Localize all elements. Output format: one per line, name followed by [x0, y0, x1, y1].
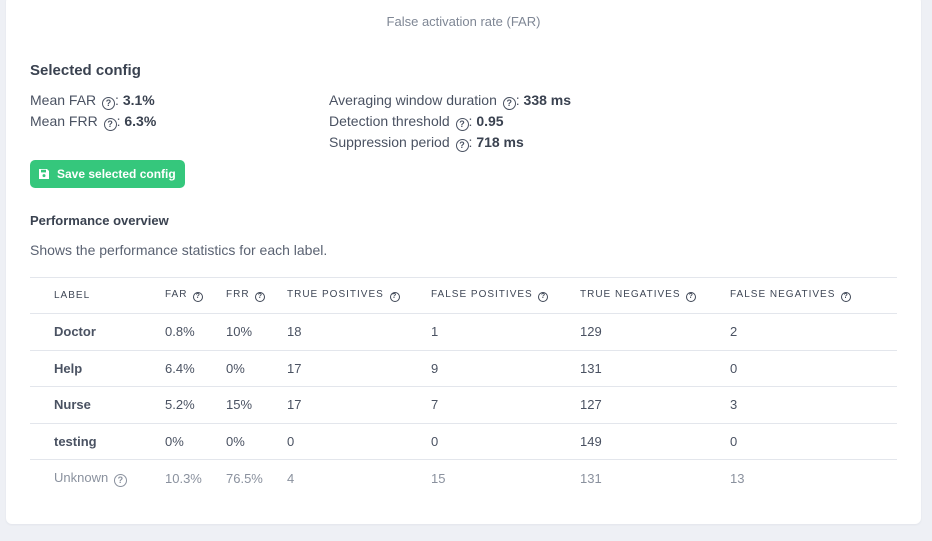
- cell-true-negatives: 131: [580, 350, 730, 387]
- mean-frr-value: 6.3%: [124, 113, 157, 129]
- cell-frr: 76.5%: [226, 470, 263, 486]
- selected-config-title: Selected config: [30, 62, 141, 79]
- help-icon[interactable]: ?: [538, 292, 549, 302]
- help-icon[interactable]: ?: [455, 118, 469, 131]
- cell-true-positives: 17: [287, 386, 431, 424]
- cell-true-positives: 18: [287, 313, 431, 351]
- cell-far: 0.8%: [165, 313, 226, 351]
- column-header-text: FALSE POSITIVES: [431, 289, 533, 300]
- cell-false-positives: 1: [431, 313, 580, 351]
- performance-overview-title: Performance overview: [30, 213, 169, 228]
- detection-threshold-value: 0.95: [476, 113, 504, 129]
- cell-frr: 0%: [226, 350, 287, 387]
- unknown-label-text: Unknown: [54, 469, 109, 485]
- separator: :: [468, 113, 473, 129]
- averaging-window-value: 338 ms: [523, 92, 572, 108]
- column-header-text: LABEL: [54, 290, 91, 301]
- suppression-period-metric: Suppression period ?: 718 ms: [329, 134, 524, 152]
- help-icon[interactable]: ?: [389, 292, 400, 302]
- cell-frr: 10%: [226, 313, 287, 351]
- averaging-window-label: Averaging window duration: [329, 92, 497, 108]
- suppression-period-label: Suppression period: [329, 134, 450, 150]
- column-header-false-positives: FALSE POSITIVES ?: [431, 277, 580, 314]
- chart-x-axis-label: False activation rate (FAR): [386, 14, 541, 29]
- table-row: testing 0% 0% 0 0 149 0: [30, 423, 897, 460]
- separator: :: [515, 92, 520, 108]
- table-row-unknown: Unknown ? 10.3% 76.5% 4 15 131 13: [30, 460, 897, 497]
- performance-overview-description: Shows the performance statistics for eac…: [30, 242, 328, 258]
- cell-false-negatives: 13: [730, 470, 745, 486]
- column-header-text: TRUE POSITIVES: [287, 289, 384, 300]
- column-header-true-positives: TRUE POSITIVES ?: [287, 277, 431, 314]
- cell-false-positives: 0: [431, 423, 580, 460]
- cell-label: Doctor: [30, 313, 165, 351]
- cell-false-negatives: 0: [730, 423, 897, 460]
- column-header-true-negatives: TRUE NEGATIVES ?: [580, 277, 730, 314]
- cell-far: 6.4%: [165, 350, 226, 387]
- separator: :: [115, 92, 119, 108]
- cell-far: 5.2%: [165, 386, 226, 424]
- help-icon[interactable]: ?: [103, 118, 117, 131]
- averaging-window-metric: Averaging window duration ?: 338 ms: [329, 92, 571, 110]
- cell-label: Unknown ?: [30, 460, 165, 497]
- column-header-far: FAR ?: [165, 277, 226, 314]
- mean-far-metric: Mean FAR ?: 3.1%: [30, 92, 155, 110]
- table-header-row: LABEL FAR ? FRR ? TRUE POSITIVES ? FALSE…: [30, 277, 897, 314]
- table-row: Help 6.4% 0% 17 9 131 0: [30, 350, 897, 387]
- help-icon[interactable]: ?: [686, 292, 697, 302]
- cell-false-negatives: 2: [730, 313, 897, 351]
- performance-table: LABEL FAR ? FRR ? TRUE POSITIVES ? FALSE…: [30, 277, 897, 496]
- help-icon[interactable]: ?: [841, 292, 852, 302]
- column-header-label: LABEL: [30, 277, 165, 314]
- column-header-frr: FRR ?: [226, 277, 287, 314]
- content-card: False activation rate (FAR) Selected con…: [6, 0, 921, 524]
- cell-frr: 15%: [226, 386, 287, 424]
- help-icon[interactable]: ?: [255, 292, 266, 302]
- cell-true-positives: 17: [287, 350, 431, 387]
- mean-frr-metric: Mean FRR ?: 6.3%: [30, 113, 156, 131]
- cell-true-negatives: 129: [580, 313, 730, 351]
- cell-frr: 0%: [226, 423, 287, 460]
- help-icon[interactable]: ?: [502, 97, 516, 110]
- help-icon[interactable]: ?: [193, 292, 204, 302]
- cell-true-negatives: 149: [580, 423, 730, 460]
- cell-label: Help: [30, 350, 165, 387]
- floppy-disk-icon: [39, 169, 49, 179]
- mean-frr-label: Mean FRR: [30, 113, 98, 129]
- separator: :: [116, 113, 121, 129]
- cell-true-positives: 4: [287, 470, 295, 486]
- save-selected-config-button[interactable]: Save selected config: [30, 160, 185, 188]
- cell-label: Nurse: [30, 386, 165, 424]
- cell-true-negatives: 127: [580, 386, 730, 424]
- mean-far-value: 3.1%: [122, 92, 155, 108]
- column-header-text: FAR: [165, 289, 188, 300]
- cell-true-negatives: 131: [580, 470, 602, 486]
- cell-far: 10.3%: [165, 470, 202, 486]
- help-icon[interactable]: ?: [455, 139, 469, 152]
- mean-far-label: Mean FAR: [30, 92, 97, 108]
- help-icon[interactable]: ?: [113, 473, 127, 487]
- cell-false-positives: 7: [431, 386, 580, 424]
- cell-false-positives: 15: [431, 470, 446, 486]
- cell-false-positives: 9: [431, 350, 580, 387]
- detection-threshold-metric: Detection threshold ?: 0.95: [329, 113, 504, 131]
- cell-label: testing: [30, 423, 165, 460]
- save-button-label: Save selected config: [57, 167, 176, 181]
- cell-false-negatives: 3: [730, 386, 897, 424]
- column-header-false-negatives: FALSE NEGATIVES ?: [730, 277, 897, 314]
- separator: :: [468, 134, 473, 150]
- column-header-text: FALSE NEGATIVES: [730, 289, 836, 300]
- table-row: Doctor 0.8% 10% 18 1 129 2: [30, 313, 897, 351]
- table-row: Nurse 5.2% 15% 17 7 127 3: [30, 386, 897, 424]
- suppression-period-value: 718 ms: [476, 134, 524, 150]
- column-header-text: FRR: [226, 289, 250, 300]
- help-icon[interactable]: ?: [102, 97, 116, 110]
- column-header-text: TRUE NEGATIVES: [580, 289, 681, 300]
- cell-true-positives: 0: [287, 423, 431, 460]
- detection-threshold-label: Detection threshold: [329, 113, 450, 129]
- cell-false-negatives: 0: [730, 350, 897, 387]
- cell-far: 0%: [165, 423, 226, 460]
